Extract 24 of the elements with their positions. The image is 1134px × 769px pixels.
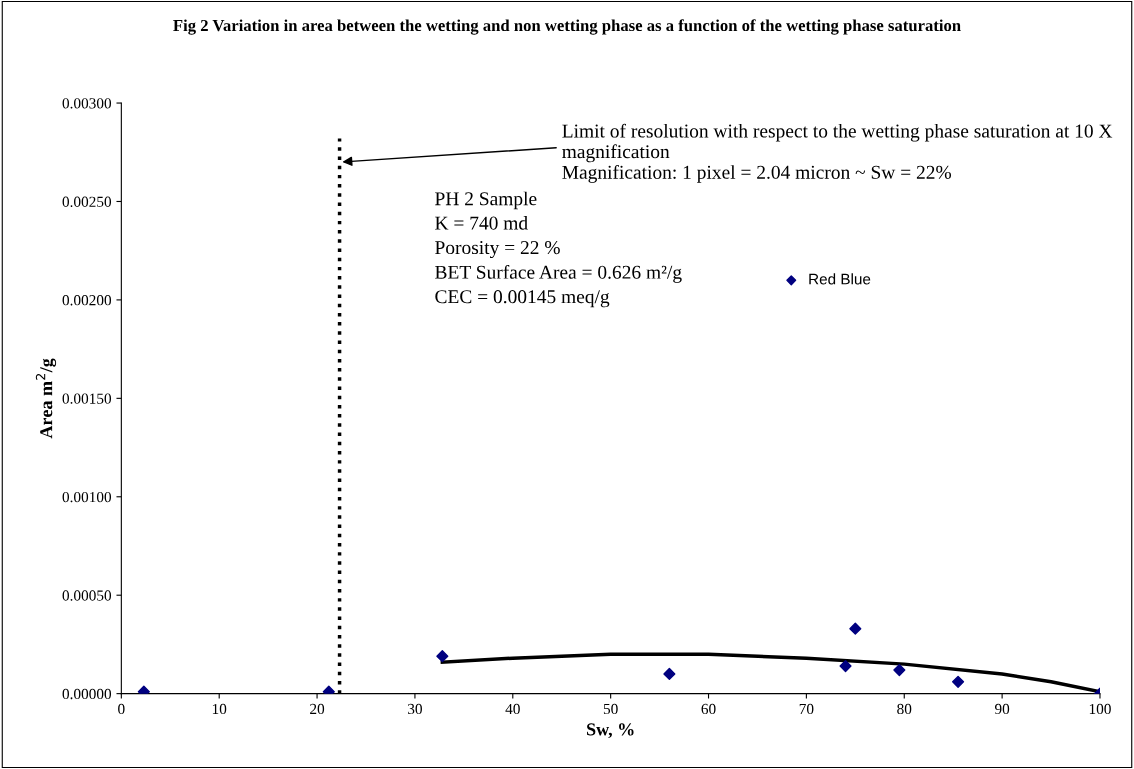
x-tick-label: 20 [310,703,325,715]
y-tick-label: 0.00250 [62,196,112,207]
x-tick-label: 70 [799,703,814,715]
x-tick-label: 50 [603,703,618,715]
annotation: PH 2 Sample K = 740 md Porosity = 22 % BET Surface Area = 0.626 m²/g CEC = 0.00145 meq/g [435,191,682,308]
x-tick-label: 90 [994,703,1010,715]
x-tick-label: 10 [212,703,227,715]
x-tick-label: 60 [701,703,716,715]
legend-label: Red Blue [809,273,871,285]
x-tick-label: 100 [1089,703,1111,715]
x-tick-label: 40 [505,703,520,715]
y-tick-label: 0.00000 [62,688,112,700]
x-tick-label: 30 [408,703,422,715]
x-axis-title: Sw, % [587,723,634,739]
y-tick-label: 0.00300 [62,98,112,109]
x-tick-label: 80 [897,703,912,715]
chart-title: Fig 2 Variation in area between the wetting and non wetting phase as a function of the wetting phase saturation [173,19,961,35]
y-axis-title: Area m$^{2}$/g [35,358,57,439]
x-tick-label: 0 [118,703,125,715]
ref-line-label: Limit of resolution with respect to the wetting phase saturation at 10 X magnification Magnification: 1 pixel = 2.04 micron ~ Sw = 22% [562,123,1113,183]
y-tick-label: 0.00050 [62,590,112,601]
y-tick-label: 0.00100 [62,491,112,503]
y-tick-label: 0.00200 [62,295,112,306]
y-tick-label: 0.00150 [62,393,112,404]
